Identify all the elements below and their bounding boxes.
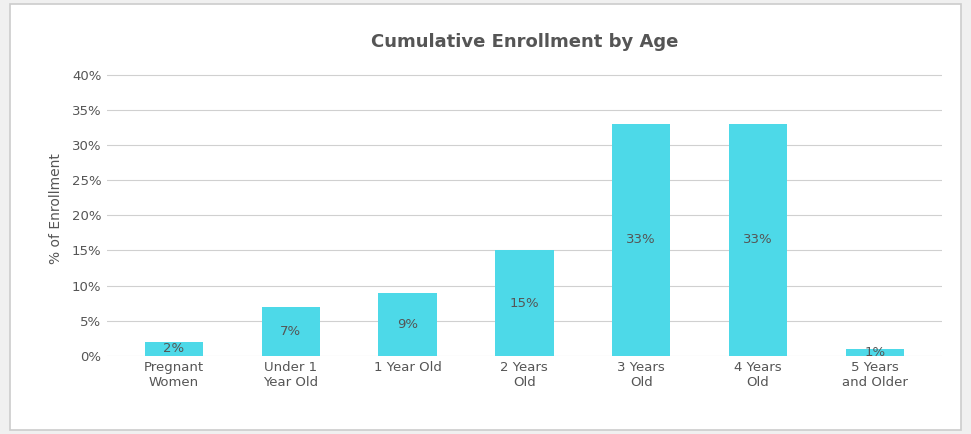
- Text: 7%: 7%: [281, 325, 301, 338]
- Text: 1%: 1%: [864, 346, 886, 359]
- Bar: [145, 342, 203, 356]
- Bar: [495, 250, 553, 356]
- Text: 33%: 33%: [626, 233, 656, 247]
- Y-axis label: % of Enrollment: % of Enrollment: [50, 153, 63, 264]
- Text: 33%: 33%: [743, 233, 773, 247]
- Title: Cumulative Enrollment by Age: Cumulative Enrollment by Age: [371, 33, 678, 51]
- Text: 2%: 2%: [163, 342, 184, 355]
- Bar: [612, 124, 670, 356]
- Text: 9%: 9%: [397, 318, 419, 331]
- Text: 15%: 15%: [510, 297, 539, 310]
- Bar: [379, 293, 437, 356]
- Bar: [728, 124, 787, 356]
- Bar: [846, 349, 904, 356]
- Bar: [261, 307, 320, 356]
